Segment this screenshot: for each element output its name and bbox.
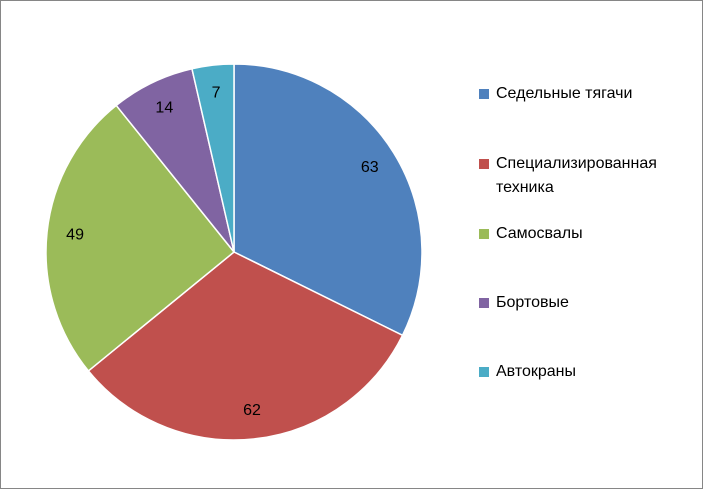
- legend-item: Самосвалы: [479, 222, 694, 246]
- data-label: 62: [243, 402, 261, 419]
- legend-swatch: [479, 298, 489, 308]
- legend-label: Самосвалы: [496, 225, 583, 242]
- legend-label: Специализированная техника: [496, 155, 657, 196]
- data-label: 14: [155, 99, 173, 116]
- legend-label: Седельные тягачи: [496, 85, 633, 102]
- legend-swatch: [479, 367, 489, 377]
- legend-item: Седельные тягачи: [479, 82, 694, 106]
- data-label: 7: [212, 84, 221, 101]
- legend-item: Автокраны: [479, 360, 694, 384]
- legend-swatch: [479, 229, 489, 239]
- legend-label: Автокраны: [496, 363, 576, 380]
- legend-swatch: [479, 89, 489, 99]
- legend-label: Бортовые: [496, 294, 569, 311]
- data-label: 63: [361, 159, 379, 176]
- pie-slice: [233, 63, 423, 337]
- legend-item: Бортовые: [479, 291, 694, 315]
- pie-slice: [87, 251, 404, 441]
- data-label: 49: [66, 227, 84, 244]
- legend-swatch: [479, 159, 489, 169]
- pie-slice: [45, 104, 236, 372]
- legend-item: Специализированная техника: [479, 152, 694, 200]
- pie-slice: [191, 63, 235, 253]
